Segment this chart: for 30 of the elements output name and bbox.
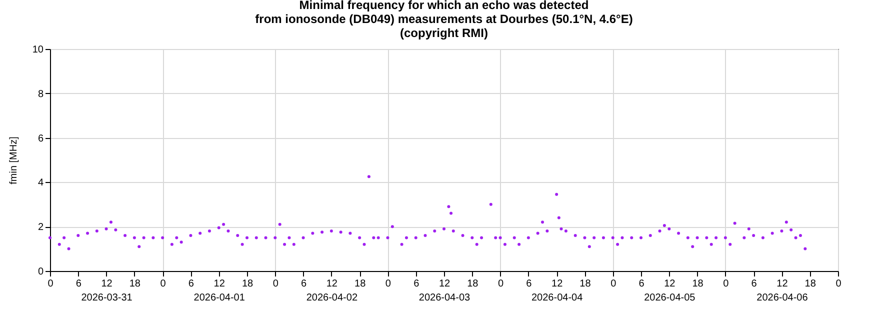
x-tick-label: 0: [498, 278, 504, 290]
y-tick-label: 6: [38, 133, 44, 144]
x-tick-label: 18: [242, 278, 254, 290]
x-tick-label: 18: [129, 278, 141, 290]
y-tick-label: 0: [38, 266, 44, 278]
x-tick-label: 6: [301, 278, 308, 290]
x-tick-label: 0: [723, 278, 730, 290]
x-tick-label: 6: [414, 278, 420, 290]
x-tick-label: 18: [580, 278, 592, 290]
x-tick-label: 18: [354, 278, 366, 290]
y-tick-label: 4: [38, 178, 44, 189]
x-tick-label: 0: [272, 278, 279, 290]
x-tick-label: 6: [526, 278, 532, 290]
chart-title: Minimal frequency for which an echo was detected from ionosonde (DB049) measurements at Dourbes (50.1°N, 4.6°E) (copyright RMI): [255, 0, 633, 40]
x-tick-label: 6: [638, 278, 645, 290]
x-tick-label: 18: [467, 278, 479, 290]
x-tick-label: 0: [385, 278, 392, 290]
x-tick-label: 0: [610, 278, 617, 290]
x-tick-label: 18: [692, 278, 704, 290]
x-tick-label: 0: [836, 278, 842, 290]
x-tick-label: 18: [804, 278, 816, 290]
y-axis-title: fmin [MHz]: [8, 136, 20, 184]
y-tick-label: 2: [38, 222, 44, 234]
x-tick-label: 0: [48, 278, 54, 290]
x-tick-label: 0: [160, 278, 166, 290]
x-tick-label: 6: [188, 278, 194, 290]
x-tick-label: 6: [751, 278, 758, 290]
y-tick-label: 8: [38, 88, 44, 100]
x-tick-label: 6: [76, 278, 82, 290]
y-tick-label: 10: [32, 44, 44, 56]
